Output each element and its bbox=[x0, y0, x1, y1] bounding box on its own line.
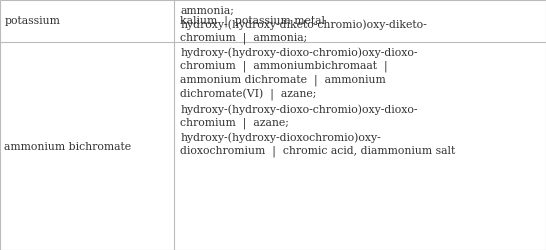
Text: potassium: potassium bbox=[4, 16, 60, 26]
Text: ammonium bichromate: ammonium bichromate bbox=[4, 142, 132, 152]
Text: ammonia;
hydroxy-(hydroxy-diketo-chromio)oxy-diketo-
chromium  |  ammonia;
hydro: ammonia; hydroxy-(hydroxy-diketo-chromio… bbox=[180, 6, 455, 157]
Text: kalium  |  potassium metal: kalium | potassium metal bbox=[180, 15, 325, 27]
